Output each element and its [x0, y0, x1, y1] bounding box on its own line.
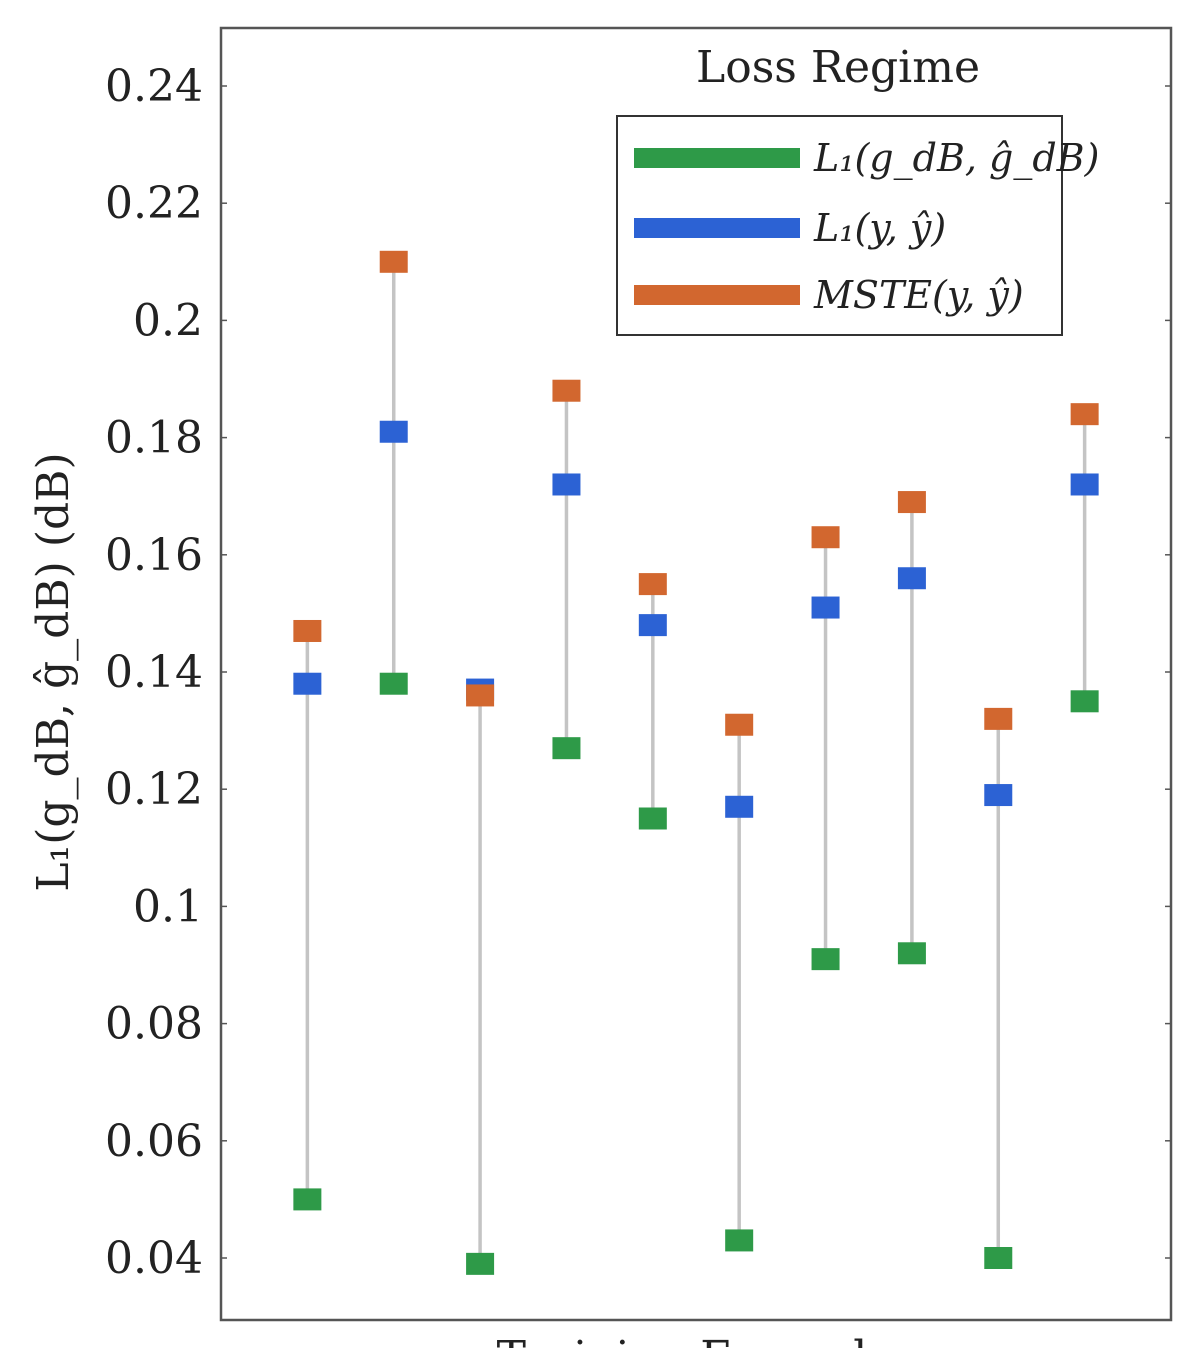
data-point-series-2: [552, 473, 581, 496]
data-point-series-1: [379, 672, 408, 695]
markers: [293, 250, 1099, 1275]
data-point-series-1: [897, 942, 926, 965]
y-axis-label: L₁(g_dB, ĝ_dB) (dB): [28, 452, 79, 891]
legend-swatch-3: [634, 285, 800, 305]
data-point-series-3: [1070, 403, 1099, 426]
data-point-series-2: [638, 614, 667, 637]
y-tick-label: 0.18: [105, 413, 203, 464]
data-point-series-1: [1070, 690, 1099, 713]
data-point-series-3: [293, 619, 322, 642]
legend: Loss Regime L₁(g_dB, ĝ_dB) L₁(y, ŷ) MSTE(y…: [616, 42, 1099, 336]
data-point-series-1: [466, 1252, 495, 1275]
y-tick-label: 0.12: [105, 764, 203, 815]
legend-entries: L₁(g_dB, ĝ_dB) L₁(y, ŷ) MSTE(y, ŷ): [634, 136, 1099, 317]
legend-label-3: MSTE(y, ŷ): [813, 273, 1024, 317]
y-axis: 0.04 0.06 0.08 0.1 0.12 0.14 0.16 0.18 0.2 0.22 0.…: [105, 61, 1171, 1284]
legend-title: Loss Regime: [696, 42, 980, 93]
data-point-series-1: [552, 737, 581, 760]
legend-swatch-2: [634, 218, 800, 238]
plot-frame-border: [219, 26, 1173, 1322]
data-point-series-3: [552, 379, 581, 402]
legend-label-1: L₁(g_dB, ĝ_dB): [813, 136, 1099, 181]
y-tick-label: 0.22: [105, 178, 203, 229]
y-tick-label: 0.16: [105, 530, 203, 581]
data-point-series-3: [725, 713, 754, 736]
y-tick-label: 0.24: [105, 61, 203, 112]
data-point-series-1: [638, 807, 667, 830]
legend-label-2: L₁(y, ŷ): [813, 206, 946, 250]
data-point-series-2: [811, 596, 840, 619]
data-point-series-3: [897, 491, 926, 514]
x-axis-label: Training Example: [497, 1332, 894, 1348]
data-point-series-3: [379, 250, 408, 273]
data-point-series-2: [1070, 473, 1099, 496]
data-point-series-1: [725, 1229, 754, 1252]
legend-swatch-1: [634, 148, 800, 168]
data-point-series-1: [811, 948, 840, 971]
connectors: [305, 261, 1087, 1264]
data-point-series-3: [638, 573, 667, 596]
y-tick-label: 0.04: [105, 1233, 203, 1284]
data-point-series-3: [466, 684, 495, 707]
y-tick-label: 0.2: [133, 295, 203, 346]
y-tick-label: 0.1: [133, 881, 203, 932]
data-point-series-3: [811, 526, 840, 549]
data-point-series-2: [379, 420, 408, 443]
data-point-series-1: [293, 1188, 322, 1211]
y-tick-label: 0.08: [105, 999, 203, 1050]
y-tick-label: 0.06: [105, 1116, 203, 1167]
data-point-series-2: [897, 567, 926, 590]
y-tick-label: 0.14: [105, 647, 203, 698]
data-point-series-2: [984, 784, 1013, 807]
data-point-series-3: [984, 707, 1013, 730]
plot-frame: [219, 26, 1173, 1322]
data-point-series-2: [293, 672, 322, 695]
data-point-series-2: [725, 795, 754, 818]
data-point-series-1: [984, 1247, 1013, 1269]
